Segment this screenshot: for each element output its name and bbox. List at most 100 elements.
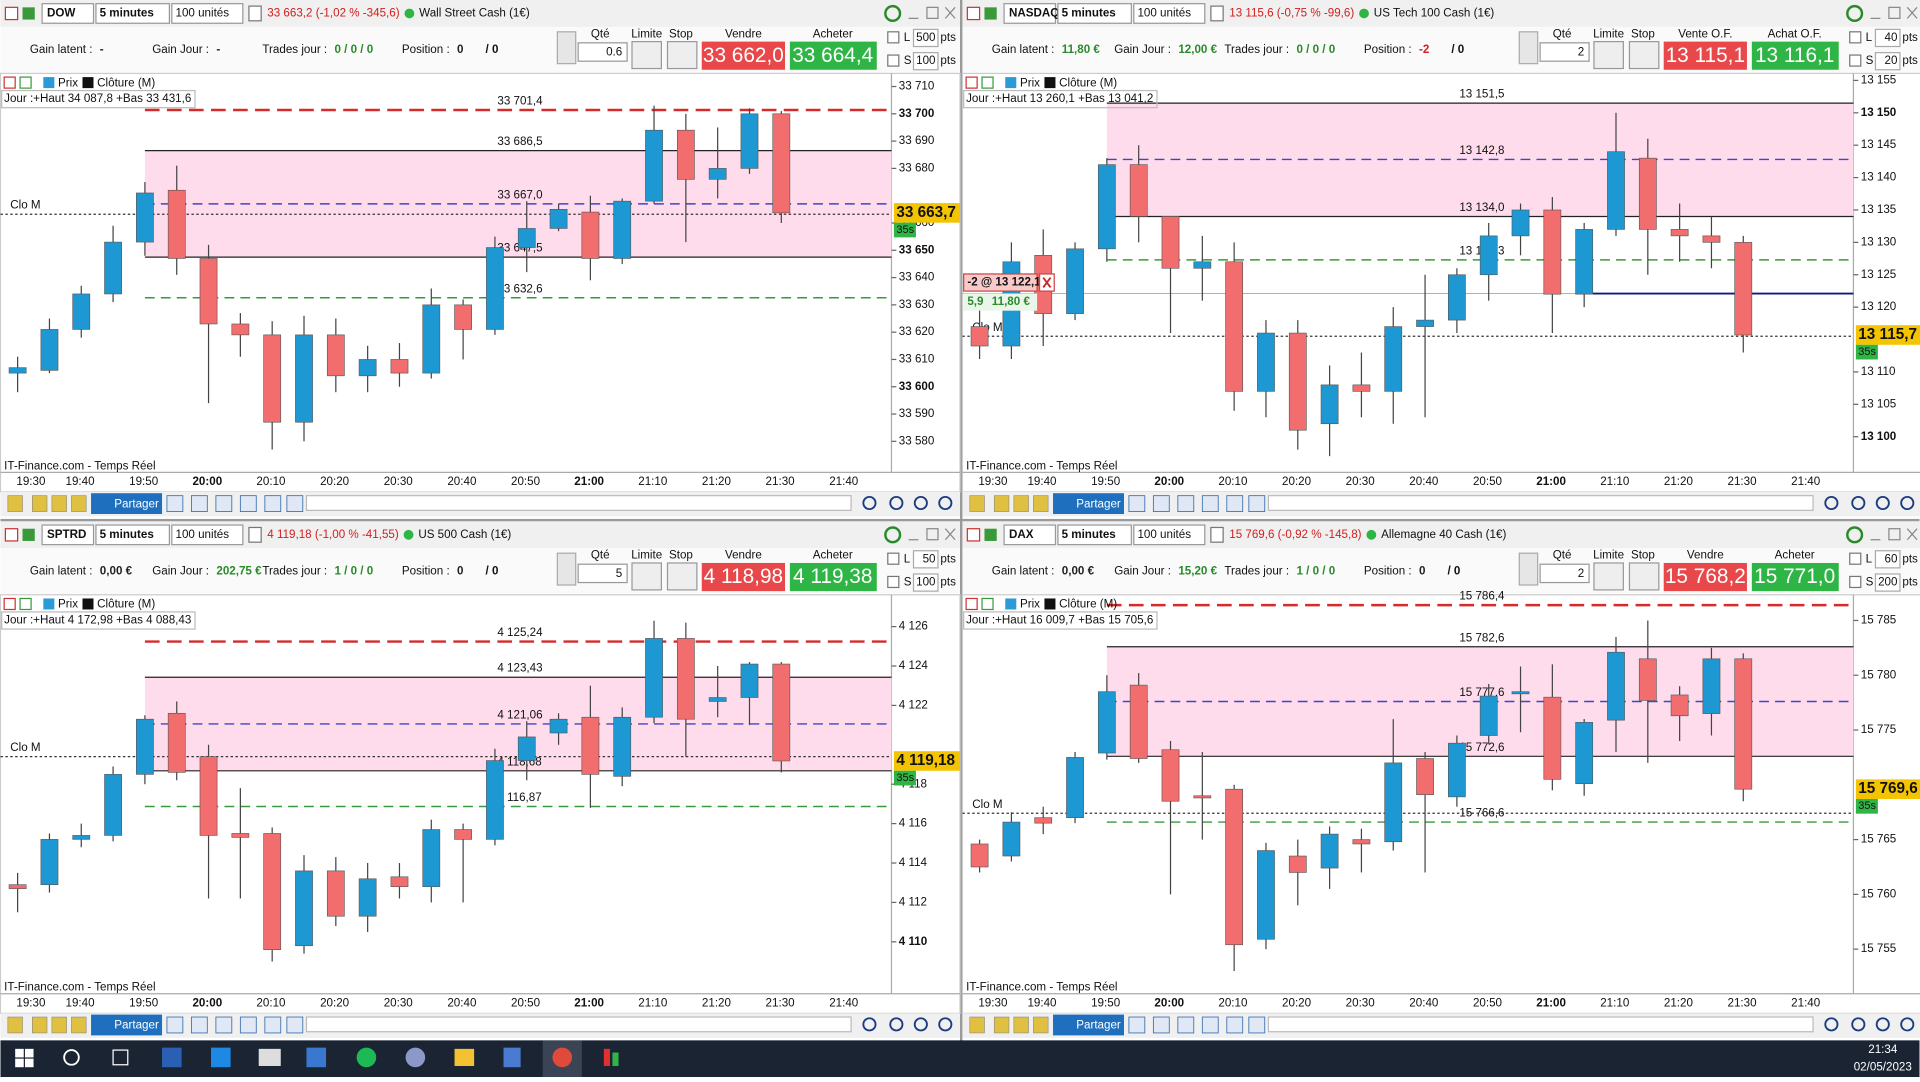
toolbar-icon[interactable] xyxy=(1033,1016,1049,1034)
toolbar-icon[interactable] xyxy=(71,1016,87,1034)
close-icon[interactable] xyxy=(944,6,956,19)
app-icon[interactable] xyxy=(503,1047,521,1068)
header-icon[interactable] xyxy=(984,528,997,541)
settings-icon[interactable] xyxy=(556,31,577,65)
units-box[interactable] xyxy=(1133,524,1206,546)
zoom-icon[interactable] xyxy=(913,1017,928,1032)
toolbar-icon[interactable] xyxy=(215,1016,233,1034)
zoom-icon[interactable] xyxy=(889,1017,904,1032)
scrollbar[interactable] xyxy=(305,1016,852,1033)
timeframe-box[interactable] xyxy=(95,3,170,24)
header-icon[interactable] xyxy=(22,528,35,541)
buy-button[interactable] xyxy=(789,562,877,592)
header-icon[interactable] xyxy=(966,528,981,542)
maximize-icon[interactable] xyxy=(1888,528,1901,541)
share-button[interactable] xyxy=(1053,1014,1124,1036)
checkbox[interactable] xyxy=(1849,575,1862,589)
checkbox[interactable] xyxy=(887,552,900,565)
sell-button[interactable] xyxy=(701,41,785,70)
timeframe-box[interactable] xyxy=(1057,524,1132,546)
settings-icon[interactable] xyxy=(1518,31,1539,65)
legend-icon[interactable] xyxy=(981,597,994,611)
header-icon[interactable] xyxy=(966,6,981,21)
checkbox[interactable] xyxy=(1849,31,1862,44)
buy-button[interactable] xyxy=(789,41,877,70)
toolbar-icon[interactable] xyxy=(239,1016,257,1034)
qty-input[interactable] xyxy=(1539,42,1590,62)
legend-icon[interactable] xyxy=(3,597,16,611)
symbol-box[interactable] xyxy=(1003,524,1057,546)
toolbar-icon[interactable] xyxy=(1248,1016,1266,1034)
app-icon[interactable] xyxy=(210,1047,231,1068)
start-icon[interactable] xyxy=(24,1048,34,1058)
toolbar-icon[interactable] xyxy=(1128,1016,1146,1034)
pts-input[interactable] xyxy=(1874,28,1901,48)
app-icon[interactable] xyxy=(405,1047,426,1068)
zoom-icon[interactable] xyxy=(862,495,877,511)
maximize-icon[interactable] xyxy=(926,6,939,19)
legend-icon[interactable] xyxy=(19,76,32,89)
qty-input[interactable] xyxy=(1539,563,1590,584)
legend-icon[interactable] xyxy=(981,76,994,89)
symbol-box[interactable] xyxy=(41,524,95,546)
buy-button[interactable] xyxy=(1751,41,1839,70)
start-icon[interactable] xyxy=(15,1048,24,1058)
pts-input[interactable] xyxy=(1874,52,1901,71)
app-icon[interactable] xyxy=(603,1048,610,1066)
units-box[interactable] xyxy=(171,3,244,24)
app-icon[interactable] xyxy=(454,1048,475,1066)
zoom-icon[interactable] xyxy=(1824,495,1839,511)
close-icon[interactable] xyxy=(944,528,956,541)
zoom-icon[interactable] xyxy=(1824,1017,1839,1032)
toolbar-icon[interactable] xyxy=(51,1016,67,1034)
symbol-box[interactable] xyxy=(41,3,95,24)
pts-input[interactable] xyxy=(912,52,939,71)
app-icon[interactable] xyxy=(612,1052,619,1066)
toolbar-icon[interactable] xyxy=(993,495,1010,512)
toolbar-icon[interactable] xyxy=(71,495,87,512)
search-icon[interactable] xyxy=(63,1049,80,1066)
toolbar-icon[interactable] xyxy=(1033,495,1049,512)
sell-button[interactable] xyxy=(1663,562,1747,592)
app-icon[interactable] xyxy=(306,1047,327,1068)
toolbar-icon[interactable] xyxy=(1152,1016,1170,1034)
scrollbar[interactable] xyxy=(1267,1016,1814,1033)
symbol-box[interactable] xyxy=(1003,3,1057,24)
toolbar-icon[interactable] xyxy=(239,495,257,513)
toolbar-icon[interactable] xyxy=(166,1016,184,1034)
stop-button[interactable] xyxy=(666,40,698,70)
toolbar-icon[interactable] xyxy=(264,1016,282,1034)
timeframe-box[interactable] xyxy=(95,524,170,546)
info-icon[interactable] xyxy=(1210,526,1224,543)
checkbox[interactable] xyxy=(1849,54,1862,67)
qty-input[interactable] xyxy=(577,42,628,62)
zoom-icon[interactable] xyxy=(1875,495,1890,511)
zoom-icon[interactable] xyxy=(889,495,904,511)
app-icon[interactable] xyxy=(162,1047,182,1068)
scrollbar[interactable] xyxy=(305,495,852,511)
toolbar-icon[interactable] xyxy=(7,495,23,512)
window-icon[interactable] xyxy=(1846,526,1864,544)
pts-input[interactable] xyxy=(1874,573,1901,592)
buy-button[interactable] xyxy=(1751,562,1839,592)
zoom-icon[interactable] xyxy=(938,1017,953,1032)
sell-button[interactable] xyxy=(1663,41,1747,70)
qty-input[interactable] xyxy=(577,563,628,584)
info-icon[interactable] xyxy=(1210,5,1224,22)
zoom-icon[interactable] xyxy=(1851,1017,1866,1032)
pts-input[interactable] xyxy=(1874,550,1901,569)
maximize-icon[interactable] xyxy=(1888,6,1901,19)
limit-button[interactable] xyxy=(631,40,662,70)
start-icon[interactable] xyxy=(15,1058,24,1068)
header-icon[interactable] xyxy=(984,7,997,20)
zoom-icon[interactable] xyxy=(862,1017,877,1032)
toolbar-icon[interactable] xyxy=(1248,495,1266,513)
zoom-icon[interactable] xyxy=(1875,1017,1890,1032)
share-button[interactable] xyxy=(91,493,163,515)
legend-icon[interactable] xyxy=(965,597,978,611)
legend-icon[interactable] xyxy=(19,597,32,611)
toolbar-icon[interactable] xyxy=(1152,495,1170,513)
share-button[interactable] xyxy=(1053,493,1124,515)
close-icon[interactable] xyxy=(1906,528,1918,541)
info-icon[interactable] xyxy=(248,526,262,543)
